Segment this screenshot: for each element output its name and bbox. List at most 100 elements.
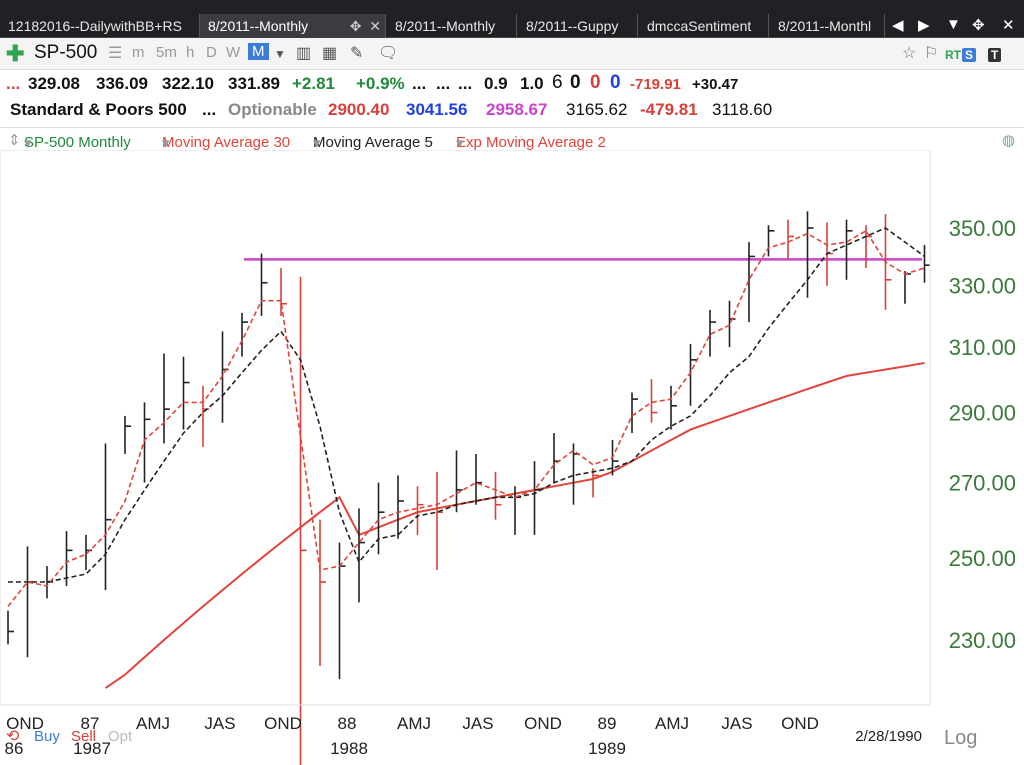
quote-value: 0.9	[484, 74, 508, 93]
price-bar	[475, 454, 482, 505]
tab-guppy[interactable]: 8/2011--Guppy	[518, 14, 638, 38]
tab-monthly-active[interactable]: 8/2011--Monthly ✥ ✕	[200, 14, 386, 38]
price-bar	[494, 471, 502, 520]
price-bar	[904, 270, 911, 304]
quote-row: Standard & Poors 500 ... Optionable 2900…	[0, 98, 1024, 124]
flag-icon[interactable]: ⚐	[924, 45, 939, 62]
time-tick-label: 87	[81, 714, 100, 733]
price-bar	[358, 508, 365, 603]
close-tab-icon[interactable]: ✕	[369, 18, 381, 34]
price-bar	[377, 482, 385, 555]
price-bar	[689, 343, 697, 406]
time-tick-label: OND	[264, 714, 302, 733]
time-tick-label: AMJ	[136, 714, 170, 733]
time-axis: OND 87 AMJ JAS OND 88 AMJ JAS OND 89 AMJ JAS OND 86 19…	[5, 714, 819, 758]
chevron-down-icon: ▾	[24, 135, 32, 152]
legend-label: SP-500 Monthly	[24, 134, 131, 151]
chart-date-label: 2/28/1990	[855, 728, 922, 745]
tab-sentiment[interactable]: dmccaSentiment	[639, 14, 769, 38]
price-bar	[26, 546, 34, 658]
palette-icon[interactable]: ◍	[1002, 132, 1016, 149]
interval-h[interactable]: h	[186, 44, 195, 61]
interval-dropdown-icon[interactable]: ▼	[274, 47, 286, 61]
grid-icon[interactable]: ▦	[322, 45, 338, 62]
tab-monthly[interactable]: 8/2011--Monthly	[387, 14, 517, 38]
price-tick-label: 350.00	[949, 216, 1016, 241]
quote-p6: 3118.60	[712, 100, 773, 119]
price-axis: 350.00 330.00 310.00 290.00 270.00 250.00 230.…	[949, 216, 1016, 653]
interval-m-selected[interactable]: M	[248, 43, 269, 60]
quote-value: 6	[552, 72, 563, 93]
rt-badge[interactable]: RT	[945, 48, 961, 62]
time-tick-label: JAS	[721, 714, 752, 733]
time-year-label: 86	[5, 739, 24, 758]
buy-button[interactable]: Buy	[34, 728, 60, 745]
ema2-line	[7, 229, 925, 607]
price-bar	[260, 253, 268, 316]
interval-5m[interactable]: 5m	[156, 44, 177, 61]
tab-bar: 12182016--DailywithBB+RS 8/2011--Monthly…	[0, 0, 1024, 38]
sort-icon[interactable]: ⇕	[8, 132, 21, 149]
interval-d[interactable]: D	[206, 44, 217, 61]
ma5-line	[8, 227, 925, 583]
scroll-left-icon[interactable]: ◀	[892, 17, 904, 34]
log-scale-toggle[interactable]: Log	[944, 727, 977, 749]
price-tick-label: 230.00	[949, 628, 1016, 653]
ma5-series	[8, 227, 925, 583]
quote-open: 329.08	[28, 74, 80, 93]
price-bar	[455, 450, 463, 513]
note-icon[interactable]: 🗨	[378, 45, 399, 62]
t-badge[interactable]: T	[988, 46, 1002, 64]
quote-value: 1.0	[520, 74, 544, 93]
price-bar	[280, 268, 287, 316]
price-bar	[767, 225, 775, 257]
refresh-icon: ⟲	[6, 728, 20, 745]
price-bar	[865, 225, 872, 269]
price-tick-label: 310.00	[949, 335, 1016, 360]
list-icon[interactable]: ☰	[108, 45, 123, 62]
quote-value: 0	[590, 72, 601, 93]
interval-w[interactable]: W	[226, 44, 241, 61]
price-bar	[670, 385, 677, 430]
quote-p5: -479.81	[640, 100, 698, 119]
menu-down-icon[interactable]: ▼	[946, 16, 961, 33]
legend-label: Moving Average 30	[162, 134, 291, 151]
add-symbol-icon[interactable]: ✚	[6, 41, 25, 66]
star-icon[interactable]: ☆	[902, 45, 917, 62]
bar-chart-icon[interactable]: ▥	[296, 45, 312, 62]
price-bar	[319, 519, 326, 666]
quote-p1: 2900.40	[328, 100, 390, 119]
quote-lead: ...	[6, 74, 21, 93]
sell-button[interactable]: Sell	[71, 728, 96, 745]
quote-p2: 3041.56	[406, 100, 468, 119]
tab-label: 8/2011--Monthl	[778, 18, 872, 34]
quote-dots: ...	[412, 74, 427, 93]
tab-dailywithbb[interactable]: 12182016--DailywithBB+RS	[0, 14, 200, 38]
close-icon[interactable]: ✕	[1002, 17, 1015, 34]
price-chart[interactable]: 350.00 330.00 310.00 290.00 270.00 250.00 230.…	[0, 150, 1024, 765]
pencil-icon[interactable]: ✎	[350, 45, 364, 62]
price-bar	[631, 392, 638, 434]
price-tick-label: 250.00	[949, 546, 1016, 571]
time-tick-label: AMJ	[397, 714, 431, 733]
symbol-input[interactable]: SP-500	[34, 42, 98, 63]
price-bar	[806, 211, 814, 298]
opt-button[interactable]: Opt	[108, 728, 133, 745]
move-icon[interactable]: ✥	[349, 18, 362, 34]
tab-monthl[interactable]: 8/2011--Monthl	[770, 14, 885, 38]
move-icon[interactable]: ✥	[972, 17, 985, 34]
interval-m[interactable]: m	[132, 44, 145, 61]
quote-negative: -719.91	[630, 76, 681, 93]
price-bar	[436, 471, 443, 571]
time-year-label: 1988	[330, 739, 368, 758]
s-badge[interactable]: S	[962, 46, 977, 64]
tab-controls: ◀ ▶ ▼ ✥ ✕	[884, 14, 1024, 38]
quote-close: 331.89	[228, 74, 280, 93]
price-bar	[182, 356, 190, 430]
quote-low: 322.10	[162, 74, 214, 93]
time-year-label: 1987	[73, 739, 111, 758]
price-bar	[65, 531, 73, 587]
price-bar	[787, 219, 794, 260]
scroll-right-icon[interactable]: ▶	[918, 17, 930, 34]
time-tick-label: JAS	[204, 714, 235, 733]
